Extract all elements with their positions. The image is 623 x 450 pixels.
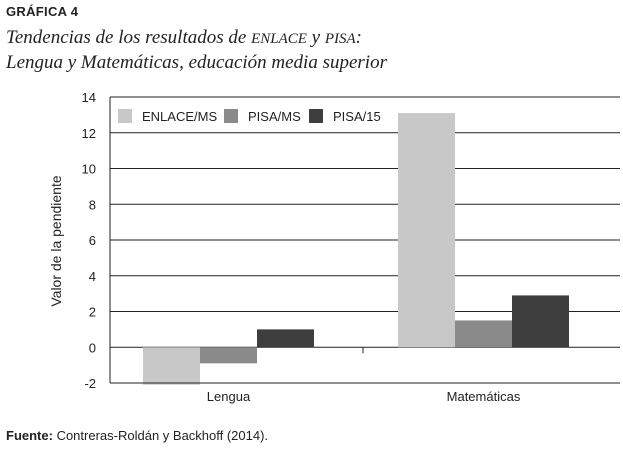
legend: ENLACE/MS PISA/MS PISA/15 [118, 109, 381, 124]
title-line2: Lengua y Matemáticas, educación media su… [6, 52, 387, 73]
y-tick-label: -2 [84, 376, 96, 391]
title-line1-part-a: Tendencias de los resultados de [6, 27, 252, 48]
title-line1-part-c: y [306, 27, 325, 48]
bar-enlace-ms-matemáticas [398, 113, 455, 348]
y-tick-label: 0 [89, 340, 96, 355]
y-tick-label: 6 [89, 233, 96, 248]
source-note: Fuente: Contreras-Roldán y Backhoff (201… [6, 428, 268, 443]
source-prefix: Fuente: [6, 428, 53, 443]
y-tick-label: 4 [89, 269, 96, 284]
chart-title: Tendencias de los resultados de ENLACE y… [6, 26, 387, 75]
figure-label: GRÁFICA 4 [6, 4, 79, 19]
legend-label: PISA/MS [248, 109, 301, 124]
bar-enlace-ms-lengua [143, 347, 200, 385]
legend-swatch [118, 109, 132, 123]
legend-label: ENLACE/MS [142, 109, 217, 124]
y-axis-label: Valor de la pendiente [48, 175, 64, 306]
bars-group [143, 113, 569, 385]
legend-swatch [309, 109, 323, 123]
bar-pisa-15-matemáticas [512, 295, 569, 348]
source-text: Contreras-Roldán y Backhoff (2014). [52, 428, 269, 443]
legend-swatch [224, 109, 238, 123]
x-tick-label: Lengua [207, 389, 251, 404]
title-enlace: ENLACE [251, 31, 307, 47]
y-tick-label: 10 [82, 162, 96, 177]
y-tick-label: 8 [89, 197, 96, 212]
bar-chart: -2 0 2 4 6 8 10 12 14 Lengua Matemáticas ENLACE/MS… [48, 90, 620, 404]
y-tick-label: 14 [82, 90, 96, 105]
bar-pisa-ms-lengua [200, 347, 257, 364]
axes-group: -2 0 2 4 6 8 10 12 14 Lengua Matemáticas [82, 90, 620, 404]
y-tick-label: 2 [89, 305, 96, 320]
y-tick-label: 12 [82, 126, 96, 141]
legend-label: PISA/15 [333, 109, 381, 124]
title-pisa: PISA [324, 31, 356, 47]
bar-pisa-15-lengua [257, 329, 314, 348]
bar-pisa-ms-matemáticas [455, 320, 512, 348]
title-line1-part-e: : [355, 27, 362, 48]
x-tick-label: Matemáticas [447, 389, 521, 404]
